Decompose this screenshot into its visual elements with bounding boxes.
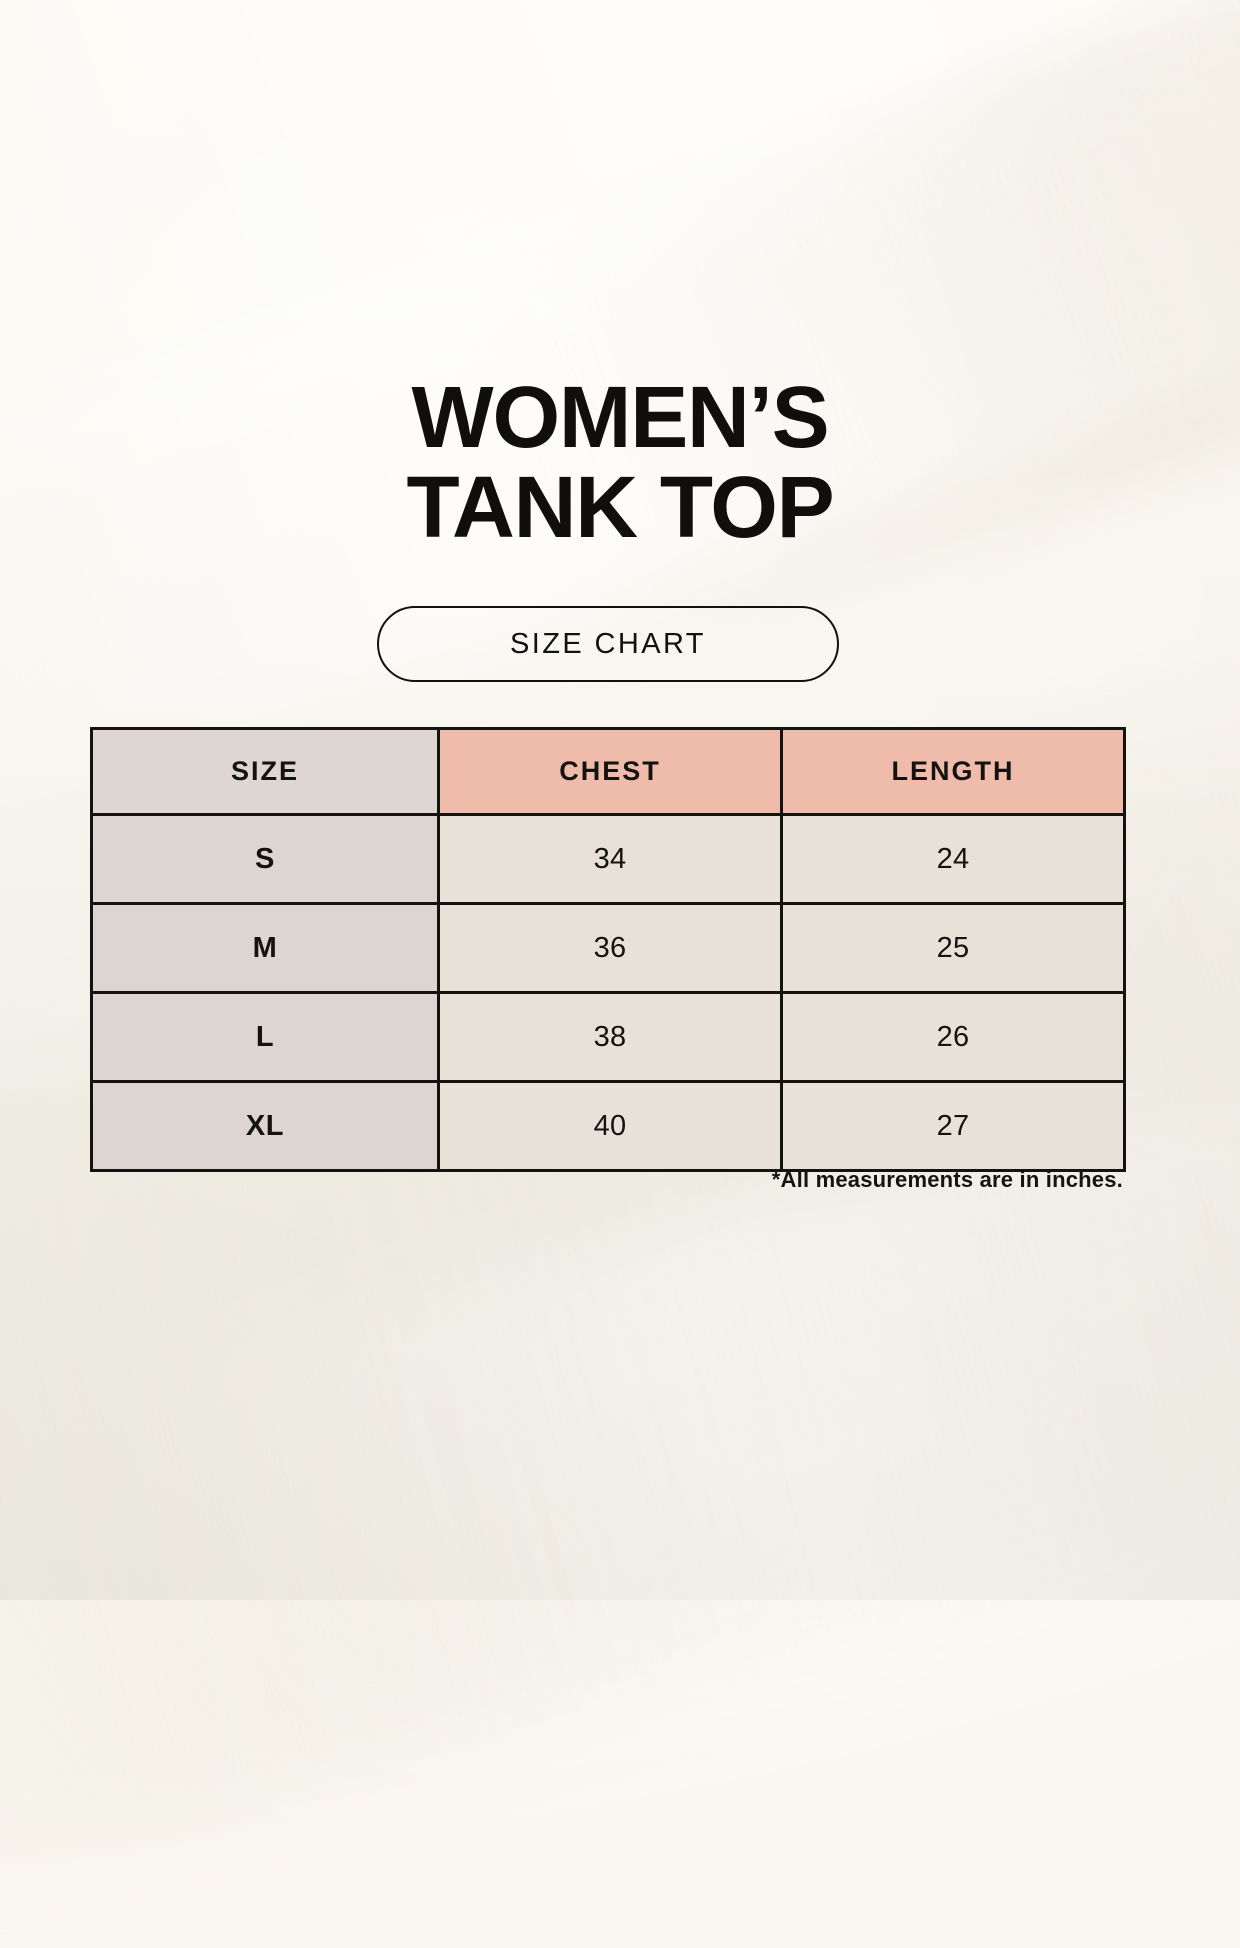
size-chart-badge-label: SIZE CHART — [510, 627, 706, 660]
cell-chest-s: 34 — [437, 813, 783, 905]
size-chart-table: SIZE CHEST LENGTH S 34 24 M 36 25 L 38 2… — [90, 727, 1126, 1172]
cell-length-l: 26 — [780, 991, 1126, 1083]
cell-length-xl: 27 — [780, 1080, 1126, 1172]
cell-size-m: M — [90, 902, 440, 994]
title-line-1: WOMEN’S — [411, 369, 830, 466]
table-body: S 34 24 M 36 25 L 38 26 XL 40 27 — [90, 813, 1126, 1172]
cell-chest-l: 38 — [437, 991, 783, 1083]
column-header-length: LENGTH — [780, 727, 1126, 816]
cell-chest-m: 36 — [437, 902, 783, 994]
column-header-size: SIZE — [90, 727, 440, 816]
column-header-chest: CHEST — [437, 727, 783, 816]
cell-size-xl: XL — [90, 1080, 440, 1172]
table-header: SIZE CHEST LENGTH — [90, 727, 1126, 816]
table-row: XL 40 27 — [90, 1080, 1126, 1172]
measurement-note: *All measurements are in inches. — [771, 1167, 1123, 1192]
cell-chest-xl: 40 — [437, 1080, 783, 1172]
table-row: L 38 26 — [90, 991, 1126, 1083]
title-line-2: TANK TOP — [406, 459, 834, 556]
cell-length-m: 25 — [780, 902, 1126, 994]
table-row: M 36 25 — [90, 902, 1126, 994]
table-header-row: SIZE CHEST LENGTH — [90, 727, 1126, 816]
size-chart-badge: SIZE CHART — [377, 606, 839, 682]
page-title: WOMEN’S TANK TOP — [0, 369, 1240, 556]
size-chart-page: WOMEN’S TANK TOP SIZE CHART SIZE CHEST L… — [0, 369, 1240, 1192]
cell-size-s: S — [90, 813, 440, 905]
table-row: S 34 24 — [90, 813, 1126, 905]
cell-length-s: 24 — [780, 813, 1126, 905]
cell-size-l: L — [90, 991, 440, 1083]
